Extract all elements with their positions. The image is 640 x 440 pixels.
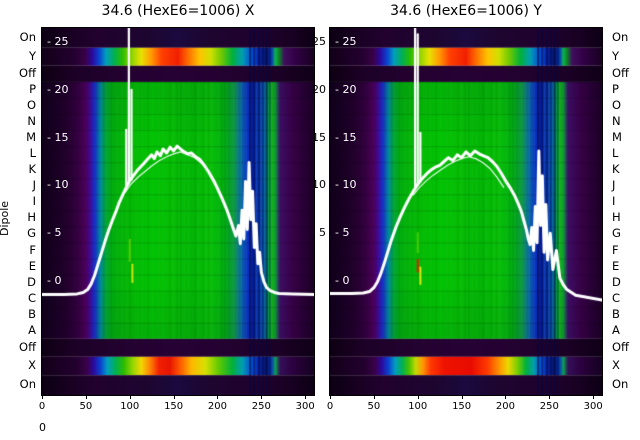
inner-tick-label: - 10: [335, 178, 357, 192]
row-label-left: P: [29, 81, 36, 96]
row-label-right: On: [612, 29, 629, 44]
x-tick-label: 300: [583, 401, 603, 412]
panel-y-heatmap: [329, 27, 603, 396]
row-label-right: A: [612, 322, 620, 337]
x-tick-label: 150: [164, 401, 184, 412]
row-label-right: K: [612, 162, 620, 177]
x-tick-label: 50: [79, 401, 93, 412]
x-tick-mark: [461, 395, 463, 399]
row-label-left: On: [19, 377, 36, 392]
row-label-left: Off: [19, 65, 36, 80]
x-tick-mark: [305, 395, 307, 399]
row-label-left: B: [28, 306, 36, 321]
inner-tick-label: - 0: [335, 274, 350, 287]
x-tick-label: 250: [539, 401, 559, 412]
secondary-x-tick: 0: [39, 421, 46, 434]
inner-tick-label: - 25: [335, 35, 357, 48]
inner-tick-label: - 10: [47, 178, 69, 192]
row-label-right: X: [612, 358, 620, 372]
row-label-right: P: [612, 81, 619, 96]
row-label-left: E: [28, 258, 36, 273]
x-tick-label: 100: [120, 401, 140, 412]
row-label-left: G: [27, 226, 36, 241]
row-label-right: Off: [612, 65, 629, 80]
row-label-right: F: [612, 242, 619, 257]
inner-tick-label: - 20: [335, 82, 357, 96]
row-label-left: I: [32, 194, 36, 209]
x-tick-mark: [593, 395, 595, 399]
inner-tick-label: - 20: [47, 82, 69, 96]
x-tick-label: 0: [38, 401, 46, 412]
x-tick-mark: [85, 395, 87, 399]
x-tick-label: 250: [251, 401, 271, 412]
row-label-left: H: [27, 210, 36, 225]
row-label-right: Off: [612, 339, 629, 354]
row-label-right: B: [612, 306, 620, 321]
row-label-right: M: [612, 130, 622, 145]
row-label-left: A: [28, 322, 36, 337]
row-label-left: On: [19, 29, 36, 44]
row-label-left: J: [32, 178, 36, 193]
x-tick-mark: [261, 395, 263, 399]
x-tick-label: 200: [495, 401, 516, 412]
x-tick-mark: [129, 395, 131, 399]
inner-tick-label: - 0: [47, 274, 62, 287]
gap-tick-label: 5: [319, 226, 326, 240]
x-tick-mark: [549, 395, 551, 399]
x-tick-mark: [173, 395, 175, 399]
row-label-right: L: [612, 146, 619, 161]
row-label-right: G: [612, 226, 621, 241]
row-label-right: E: [612, 258, 620, 273]
inner-tick-label: - 25: [47, 35, 69, 48]
gap-tick-label: 15: [312, 130, 326, 144]
x-tick-mark: [373, 395, 375, 399]
x-tick-mark: [330, 395, 331, 399]
x-tick-label: 200: [207, 401, 228, 412]
row-label-left: N: [27, 114, 36, 129]
row-label-left: M: [26, 130, 36, 145]
row-label-left: O: [26, 98, 36, 113]
row-label-left: K: [28, 162, 36, 177]
x-tick-label: 100: [408, 401, 428, 412]
x-tick-mark: [417, 395, 419, 399]
row-label-right: H: [612, 210, 621, 225]
row-label-right: I: [612, 194, 616, 209]
row-label-left: X: [28, 358, 36, 372]
gap-tick-label: 25: [312, 35, 326, 48]
row-label-left: F: [29, 242, 36, 257]
inner-tick-label: - 15: [47, 130, 69, 144]
gap-tick-label: 20: [312, 82, 326, 96]
inner-tick-label: - 5: [335, 226, 350, 240]
x-tick-mark: [505, 395, 507, 399]
x-tick-mark: [217, 395, 219, 399]
x-tick-mark: [42, 395, 43, 399]
inner-tick-label: - 5: [47, 226, 62, 240]
row-label-left: C: [27, 290, 36, 305]
row-label-right: Y: [612, 48, 620, 63]
x-tick-label: 0: [326, 401, 334, 412]
inner-tick-label: - 15: [335, 130, 357, 144]
panel-y-title: 34.6 (HexE6=1006) Y: [390, 3, 542, 19]
x-tick-label: 150: [452, 401, 472, 412]
panel-x-heatmap: [41, 27, 315, 396]
row-label-right: N: [612, 114, 621, 129]
row-label-left: D: [27, 274, 36, 289]
row-label-right: O: [612, 98, 622, 113]
row-label-right: C: [612, 290, 621, 305]
x-tick-label: 300: [295, 401, 315, 412]
x-tick-label: 50: [367, 401, 381, 412]
row-label-left: L: [29, 146, 36, 161]
gap-tick-label: 10: [312, 178, 326, 192]
row-label-left: Y: [28, 48, 36, 63]
row-label-left: Off: [19, 339, 36, 354]
row-label-right: D: [612, 274, 621, 289]
row-label-right: J: [612, 178, 616, 193]
panel-x-title: 34.6 (HexE6=1006) X: [101, 3, 255, 19]
row-label-right: On: [612, 377, 629, 392]
